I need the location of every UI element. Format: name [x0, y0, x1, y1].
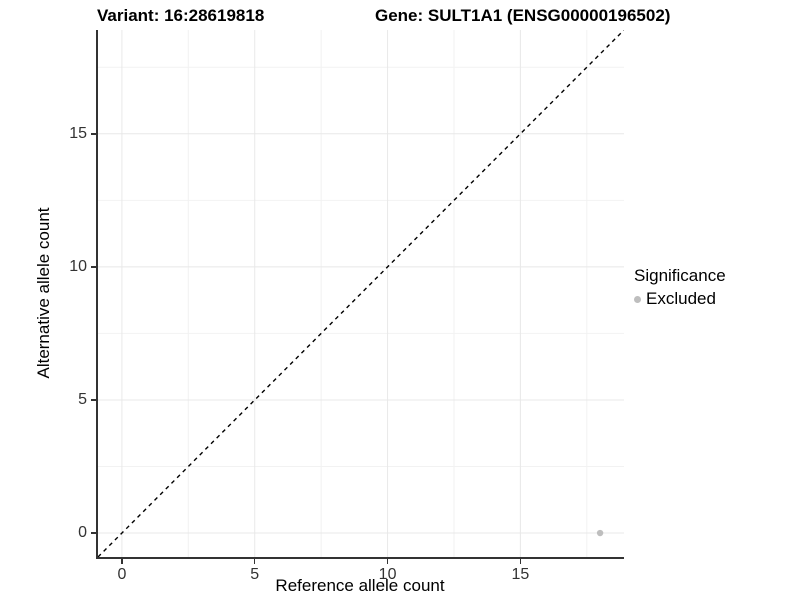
legend-point-icon: [634, 295, 641, 303]
data-point: [596, 529, 604, 537]
plot-canvas: [98, 30, 624, 557]
x-axis-title: Reference allele count: [275, 576, 445, 595]
y-tick-label: 5: [78, 390, 87, 408]
x-tick-label: 5: [250, 566, 260, 583]
plot-title-gene: Gene: SULT1A1 (ENSG00000196502): [375, 6, 671, 25]
y-axis-title: Alternative allele count: [34, 207, 53, 379]
identity-line: [98, 30, 624, 557]
y-tick-mark: [91, 266, 96, 268]
plot-title-variant: Variant: 16:28619818: [97, 6, 265, 25]
y-tick-label: 10: [69, 257, 87, 275]
legend: Significance Excluded: [634, 266, 794, 309]
x-tick-label: 10: [378, 566, 397, 583]
y-tick-mark: [91, 532, 96, 534]
legend-item-label: Excluded: [646, 289, 716, 308]
x-tick-label: 15: [511, 566, 530, 583]
legend-item-excluded: Excluded: [634, 289, 794, 309]
y-tick-label: 15: [69, 124, 87, 142]
legend-title: Significance: [634, 266, 726, 285]
x-tick-mark: [121, 559, 123, 564]
y-tick-mark: [91, 399, 96, 401]
x-tick-mark: [253, 559, 256, 564]
x-tick-mark: [386, 559, 389, 564]
plot-panel: [96, 30, 624, 559]
x-tick-mark: [519, 559, 522, 564]
y-tick-mark: [91, 133, 96, 135]
x-tick-label: 0: [117, 566, 127, 583]
y-tick-label: 0: [78, 524, 87, 542]
